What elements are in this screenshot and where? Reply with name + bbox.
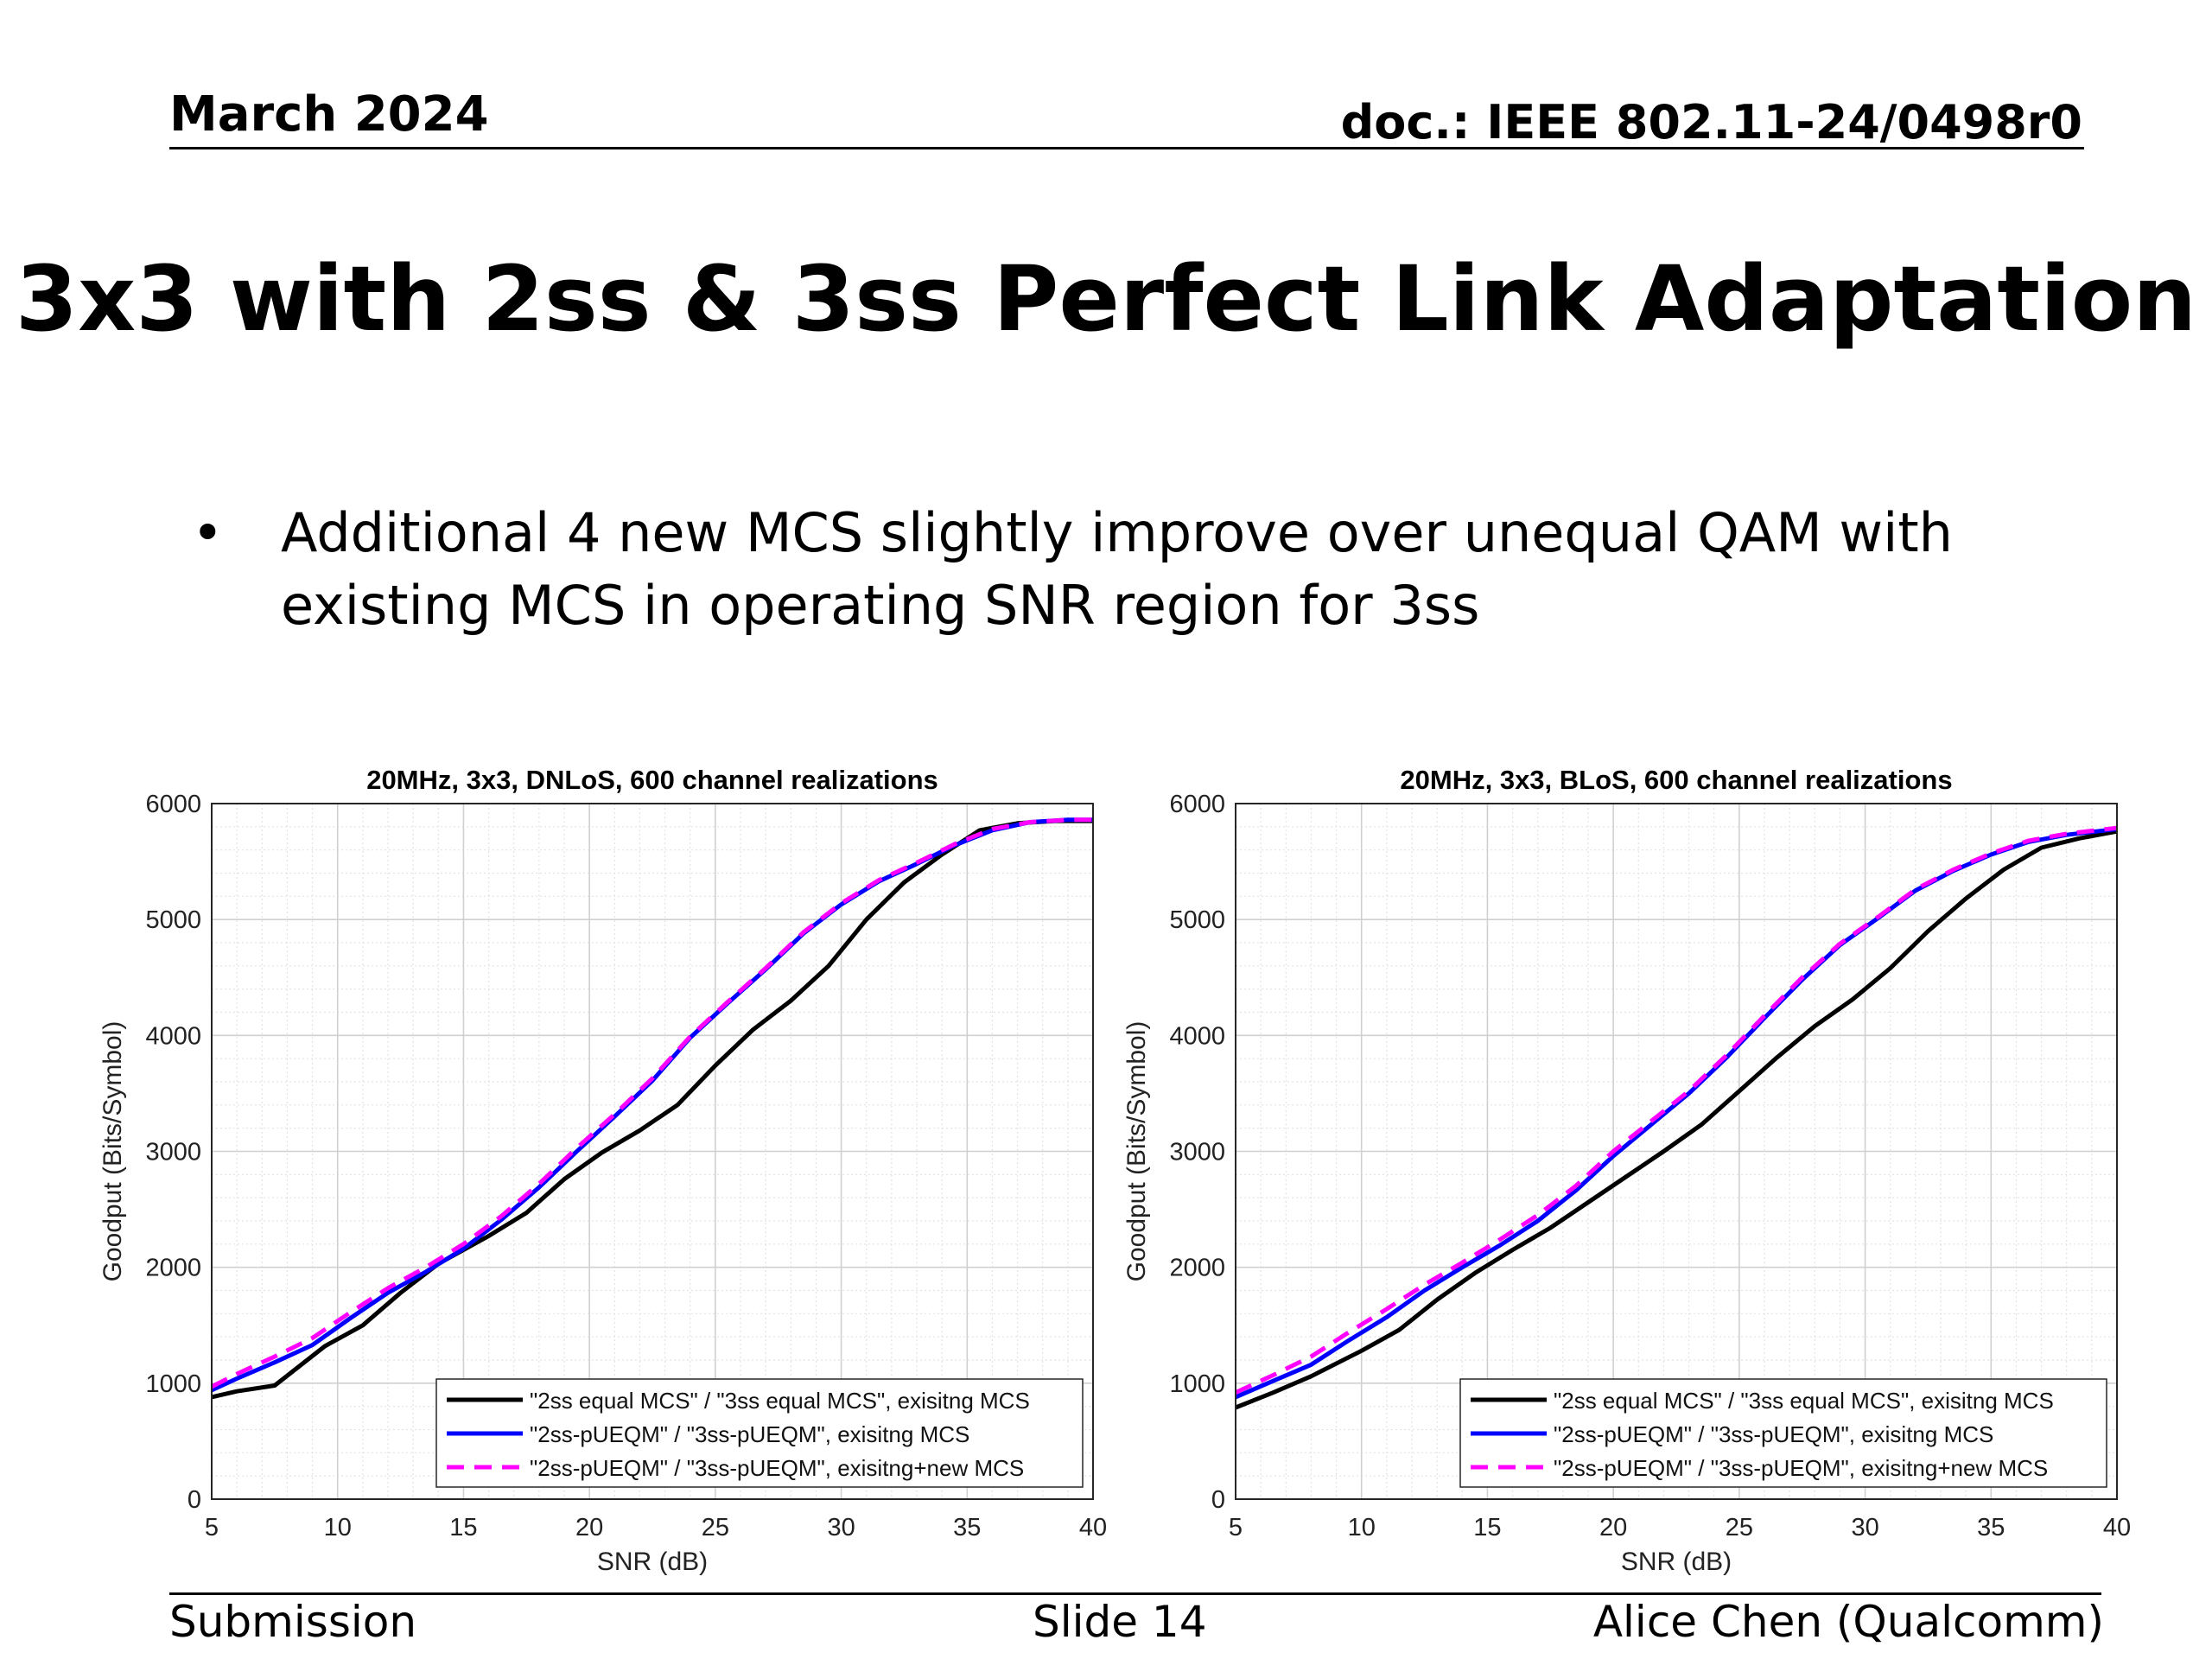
footer-rule <box>169 1592 2101 1595</box>
y-tick-label: 0 <box>188 1486 201 1514</box>
axes-box <box>1235 803 2118 1500</box>
header-date: March 2024 <box>169 86 489 143</box>
series-line-3 <box>1234 825 2118 1395</box>
y-tick-label: 5000 <box>145 906 201 934</box>
header-doc-id: doc.: IEEE 802.11-24/0498r0 <box>1340 95 2082 149</box>
x-tick-label: 15 <box>1473 1514 1501 1541</box>
legend-box <box>435 1378 1084 1488</box>
bullet-text: Additional 4 new MCS slightly improve ov… <box>281 501 1953 637</box>
x-tick-label: 25 <box>702 1514 729 1541</box>
x-tick-label: 30 <box>1851 1514 1878 1541</box>
chart-title: 20MHz, 3x3, BLoS, 600 channel realizatio… <box>1400 765 1952 795</box>
y-axis-label: Goodput (Bits/Symbol) <box>99 1021 127 1282</box>
goodput-chart-dnlos: 5 10 15 20 25 30 35 40 0 1000 2000 3000 4000 5000 6000… <box>99 765 1107 1576</box>
chart-title: 20MHz, 3x3, DNLoS, 600 channel realizati… <box>366 765 938 795</box>
y-tick-label: 2000 <box>145 1255 201 1282</box>
y-tick-label: 1000 <box>145 1370 201 1398</box>
x-tick-label: 40 <box>1079 1514 1107 1541</box>
footer-slide-number: Slide 14 <box>1033 1597 1207 1647</box>
y-tick-label: 4000 <box>145 1022 201 1050</box>
y-tick-label: 2000 <box>1169 1255 1225 1282</box>
x-tick-label: 10 <box>1348 1514 1376 1541</box>
x-tick-label: 40 <box>2103 1514 2131 1541</box>
y-tick-label: 3000 <box>1169 1139 1225 1166</box>
y-tick-label: 6000 <box>145 791 201 818</box>
bullet-marker: • <box>192 501 224 564</box>
legend-label-2: "2ss-pUEQM" / "3ss-pUEQM", exisitng MCS <box>530 1421 969 1447</box>
legend-box <box>1459 1378 2107 1488</box>
y-tick-label: 4000 <box>1169 1022 1225 1050</box>
axes-box <box>211 803 1094 1500</box>
legend-label-2: "2ss-pUEQM" / "3ss-pUEQM", exisitng MCS <box>1554 1421 1993 1447</box>
x-tick-label: 30 <box>827 1514 855 1541</box>
x-axis-label: SNR (dB) <box>1621 1548 1732 1576</box>
y-axis-label: Goodput (Bits/Symbol) <box>1122 1021 1151 1282</box>
series-line-1 <box>1235 829 2118 1410</box>
x-tick-label: 15 <box>449 1514 477 1541</box>
x-tick-label: 20 <box>575 1514 603 1541</box>
series-line-3 <box>210 817 1093 1389</box>
legend-label-1: "2ss equal MCS" / "3ss equal MCS", exisi… <box>1554 1388 2054 1414</box>
legend: "2ss equal MCS" / "3ss equal MCS", exisi… <box>435 1378 1084 1488</box>
legend-label-3: "2ss-pUEQM" / "3ss-pUEQM", exisitng+new … <box>530 1455 1024 1481</box>
y-tick-label: 3000 <box>145 1139 201 1166</box>
x-tick-label: 35 <box>1977 1514 2005 1541</box>
y-tick-label: 6000 <box>1169 791 1225 818</box>
header-rule <box>169 147 2084 149</box>
x-tick-label: 10 <box>324 1514 352 1541</box>
slide-title: 3x3 with 2ss & 3ss Perfect Link Adaptati… <box>15 246 2197 352</box>
goodput-chart-blos: 5 10 15 20 25 30 35 40 0 1000 2000 3000 4000 5000 6000… <box>1122 765 2131 1576</box>
legend-label-1: "2ss equal MCS" / "3ss equal MCS", exisi… <box>530 1388 1030 1414</box>
x-axis-label: SNR (dB) <box>597 1548 708 1576</box>
footer-submission: Submission <box>169 1597 417 1647</box>
legend: "2ss equal MCS" / "3ss equal MCS", exisi… <box>1459 1378 2107 1488</box>
y-tick-label: 5000 <box>1169 906 1225 934</box>
footer-author: Alice Chen (Qualcomm) <box>1592 1597 2104 1647</box>
x-tick-label: 5 <box>1229 1514 1243 1541</box>
x-tick-label: 5 <box>205 1514 219 1541</box>
x-tick-label: 35 <box>953 1514 981 1541</box>
x-tick-label: 20 <box>1599 1514 1627 1541</box>
y-tick-label: 1000 <box>1169 1370 1225 1398</box>
x-tick-label: 25 <box>1726 1514 1753 1541</box>
y-tick-label: 0 <box>1211 1486 1225 1514</box>
legend-label-3: "2ss-pUEQM" / "3ss-pUEQM", exisitng+new … <box>1554 1455 2048 1481</box>
